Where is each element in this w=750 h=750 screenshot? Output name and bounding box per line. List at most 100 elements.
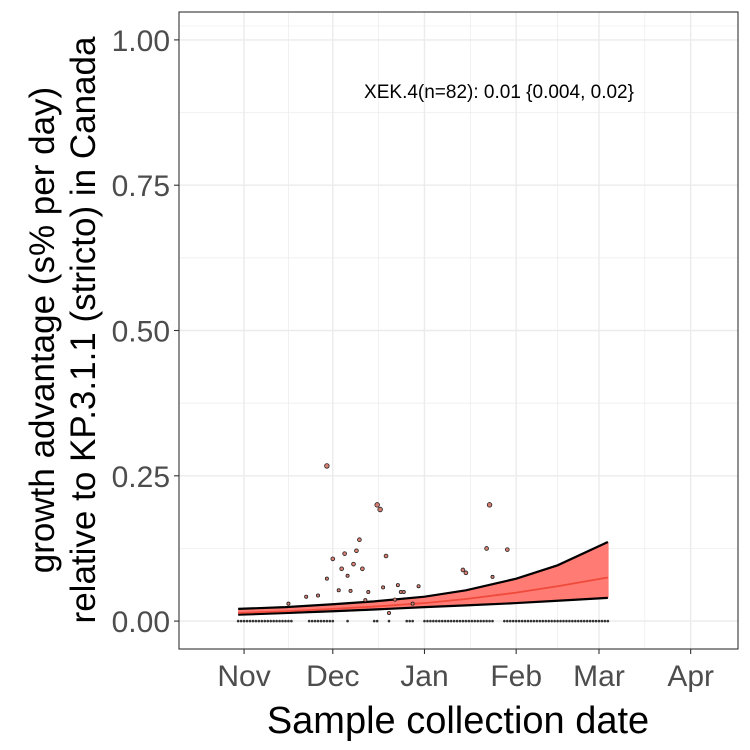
zero-point	[526, 619, 530, 623]
data-point	[505, 547, 510, 552]
x-tick-label: Jan	[400, 660, 448, 693]
zero-point	[251, 619, 255, 623]
data-point	[392, 597, 397, 602]
zero-point	[508, 619, 512, 623]
zero-point	[476, 619, 480, 623]
data-point	[345, 573, 350, 578]
zero-point	[331, 619, 335, 623]
zero-points-layer	[236, 619, 610, 623]
zero-point	[600, 619, 604, 623]
fit-estimate-line	[238, 576, 609, 614]
zero-point	[523, 619, 527, 623]
zero-point	[606, 619, 610, 623]
data-point	[416, 584, 421, 589]
zero-point	[236, 619, 240, 623]
zero-point	[597, 619, 601, 623]
zero-point	[585, 619, 589, 623]
zero-point	[535, 619, 539, 623]
zero-point	[257, 619, 261, 623]
data-point	[490, 574, 495, 579]
zero-point	[411, 619, 414, 623]
x-tick-label: Mar	[573, 660, 625, 693]
x-axis: Nov Dec Jan Feb Mar Apr	[217, 649, 714, 693]
confidence-ribbon-layer	[238, 541, 609, 616]
y-tick-label: 0.25	[112, 461, 170, 494]
zero-point	[275, 619, 278, 623]
zero-point	[576, 619, 580, 623]
data-point	[336, 588, 341, 593]
data-point	[354, 548, 359, 554]
zero-point	[242, 619, 246, 623]
zero-point	[491, 619, 494, 623]
zero-point	[488, 619, 491, 623]
zero-point	[559, 619, 562, 623]
data-point	[381, 585, 386, 590]
zero-point	[437, 619, 441, 623]
zero-point	[588, 619, 592, 623]
zero-point	[260, 619, 264, 623]
data-points-layer	[286, 463, 510, 615]
y-axis-title-line-1: growth advantage (s% per day)	[23, 87, 62, 573]
zero-point	[562, 619, 565, 623]
zero-point	[461, 619, 465, 623]
zero-point	[429, 619, 432, 623]
x-tick-label: Dec	[306, 660, 359, 693]
zero-point	[603, 619, 607, 623]
zero-point	[284, 619, 287, 623]
zero-point	[547, 619, 551, 623]
zero-point	[467, 619, 471, 623]
zero-point	[287, 619, 290, 623]
data-point	[286, 601, 291, 606]
zero-point	[272, 619, 275, 623]
y-tick-label: 0.00	[112, 606, 170, 639]
zero-point	[473, 619, 477, 623]
data-point	[304, 594, 309, 599]
data-point	[316, 593, 321, 598]
data-point	[486, 502, 493, 508]
y-tick-label: 1.00	[112, 25, 170, 58]
zero-point	[443, 619, 447, 623]
zero-point	[375, 619, 379, 623]
data-point	[360, 566, 365, 572]
data-point	[463, 570, 469, 576]
x-tick-label: Feb	[490, 660, 542, 693]
zero-point	[452, 619, 456, 623]
data-point	[363, 598, 368, 603]
data-point	[377, 506, 383, 513]
zero-point	[458, 619, 462, 623]
data-point	[357, 537, 362, 543]
zero-point	[574, 619, 577, 623]
zero-point	[408, 619, 411, 623]
zero-point	[290, 619, 293, 623]
zero-point	[541, 619, 545, 623]
zero-point	[544, 619, 548, 623]
data-point	[460, 567, 466, 573]
zero-point	[470, 619, 474, 623]
data-point	[348, 588, 353, 593]
zero-point	[556, 619, 559, 623]
zero-point	[553, 619, 556, 623]
major-gridlines	[179, 12, 738, 649]
data-point	[401, 590, 406, 595]
zero-point	[446, 619, 450, 623]
zero-point	[511, 619, 515, 623]
data-point	[386, 610, 391, 615]
zero-point	[538, 619, 542, 623]
x-axis-title: Sample collection date	[267, 700, 649, 742]
zero-point	[503, 619, 506, 623]
zero-point	[248, 619, 252, 623]
zero-point	[571, 619, 574, 623]
zero-point	[455, 619, 459, 623]
plot-annotation: XEK.4(n=82): 0.01 {0.004, 0.02}	[364, 82, 634, 103]
zero-point	[423, 619, 426, 623]
zero-point	[328, 619, 332, 623]
zero-point	[387, 619, 391, 623]
zero-point	[568, 619, 571, 623]
data-point	[410, 601, 415, 606]
zero-point	[506, 619, 509, 623]
zero-point	[520, 619, 524, 623]
zero-point	[485, 619, 488, 623]
data-point	[484, 546, 489, 551]
zero-point	[269, 619, 272, 623]
